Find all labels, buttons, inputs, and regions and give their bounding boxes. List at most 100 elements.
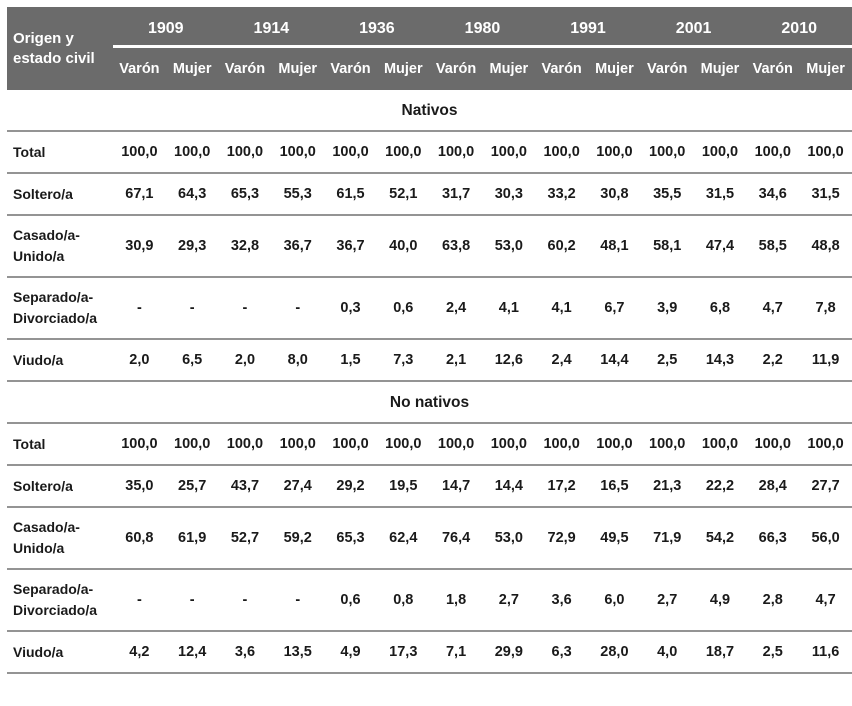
value-cell: 4,2 [129, 644, 150, 660]
value-cell: 100,0 [174, 144, 211, 160]
gender-header-1936: Mujer [376, 46, 430, 90]
value-cell: 59,2 [283, 530, 312, 546]
value-cell: 100,0 [437, 436, 475, 452]
value-cell: 4,9 [340, 644, 361, 660]
table-row: Viudo/a 4,2 12,4 3,6 13,5 4,9 17,3 7,1 29,9 6,3 28… [7, 631, 852, 673]
value-cell: 2,7 [498, 592, 519, 608]
value-cell: 3,9 [657, 300, 678, 316]
value-cell: 0,3 [340, 300, 361, 316]
value-cell: 27,4 [283, 478, 312, 494]
value-cell: 52,7 [230, 530, 260, 546]
table-body: Nativos Total 100,0 100,0 100,0 100,0 100,0 100… [7, 90, 852, 673]
value-cell: 100,0 [279, 436, 316, 452]
page: Origen y estado civil 1909 1914 1936 1980 199… [7, 7, 852, 674]
civil-status-table: Origen y estado civil 1909 1914 1936 1980 199… [7, 7, 852, 674]
value-cell: 28,0 [600, 644, 629, 660]
value-cell: 2,0 [234, 352, 256, 368]
table-row: Soltero/a 35,0 25,7 43,7 27,4 29,2 19,5 14,7 14,… [7, 465, 852, 507]
row-label: Separado/a-Divorciado/a [13, 581, 98, 618]
value-cell: 48,1 [600, 238, 629, 254]
value-cell: 4,0 [657, 644, 678, 660]
value-cell: 6,0 [604, 592, 625, 608]
table-row: Separado/a-Divorciado/a - - - - 0,3 0,6 2,4 4,1 4… [7, 277, 852, 339]
value-cell: 100,0 [490, 144, 527, 160]
value-cell: 100,0 [754, 144, 791, 160]
value-cell: 12,4 [178, 644, 207, 660]
value-cell: - [242, 300, 248, 316]
value-cell: 64,3 [178, 186, 207, 202]
table-row: Casado/a-Unido/a 30,9 29,3 32,8 36,7 36,7 40,0… [7, 215, 852, 277]
section-header-row: No nativos [7, 381, 852, 424]
table-row: Total 100,0 100,0 100,0 100,0 100,0 100,0 100,0… [7, 131, 852, 173]
gender-header-1991: Mujer [588, 46, 641, 90]
value-cell: 13,5 [283, 644, 312, 660]
value-cell: 2,4 [445, 300, 467, 316]
row-label: Soltero/a [13, 477, 73, 494]
row-label: Total [13, 143, 46, 160]
origin-header: Origen y estado civil [7, 7, 113, 90]
value-cell: 6,8 [709, 300, 731, 316]
value-cell: 100,0 [121, 144, 158, 160]
value-cell: 100,0 [807, 144, 844, 160]
value-cell: 3,6 [551, 592, 572, 608]
value-cell: 40,0 [389, 238, 418, 254]
row-label: Casado/a-Unido/a [13, 519, 80, 556]
value-cell: 100,0 [596, 144, 633, 160]
value-cell: 18,7 [705, 644, 735, 660]
value-cell: 53,0 [494, 530, 523, 546]
value-cell: 34,6 [758, 186, 787, 202]
value-cell: 30,9 [125, 238, 154, 254]
value-cell: 2,1 [445, 352, 467, 368]
value-cell: 7,1 [445, 644, 467, 660]
value-cell: 4,1 [551, 300, 572, 316]
value-cell: 100,0 [226, 144, 264, 160]
value-cell: - [136, 592, 142, 608]
year-header-1991: 1991 [535, 7, 641, 48]
table-row: Separado/a-Divorciado/a - - - - 0,6 0,8 1,8 2,7 3… [7, 569, 852, 631]
value-cell: 2,2 [762, 352, 783, 368]
value-cell: - [295, 592, 301, 608]
gender-header-2001: Varón [640, 46, 694, 90]
value-cell: 62,4 [389, 530, 418, 546]
value-cell: 58,5 [758, 238, 787, 254]
value-cell: 28,4 [758, 478, 787, 494]
value-cell: 100,0 [596, 436, 633, 452]
row-label: Viudo/a [13, 643, 64, 660]
value-cell: 33,2 [547, 186, 576, 202]
value-cell: 17,2 [547, 478, 576, 494]
value-cell: 100,0 [754, 436, 791, 452]
value-cell: 100,0 [701, 436, 739, 452]
value-cell: 25,7 [178, 478, 207, 494]
value-cell: 71,9 [653, 530, 682, 546]
value-cell: 19,5 [389, 478, 418, 494]
value-cell: 63,8 [441, 238, 471, 254]
value-cell: 2,4 [551, 352, 572, 368]
gender-header-1991: Varón [535, 46, 589, 90]
value-cell: 14,4 [494, 478, 523, 494]
gender-header-2010: Varón [746, 46, 800, 90]
row-label: Soltero/a [13, 185, 73, 202]
value-cell: 60,2 [547, 238, 576, 254]
gender-header-1909: Varón [113, 46, 166, 90]
value-cell: 7,3 [393, 352, 414, 368]
value-cell: 100,0 [121, 436, 158, 452]
value-cell: 0,6 [340, 592, 361, 608]
gender-header-1914: Mujer [271, 46, 325, 90]
value-cell: 29,2 [336, 478, 365, 494]
value-cell: 22,2 [705, 478, 735, 494]
value-cell: 100,0 [807, 436, 844, 452]
value-cell: 100,0 [543, 144, 580, 160]
row-label: Total [13, 435, 46, 452]
value-cell: 11,9 [811, 352, 840, 368]
gender-header-1936: Varón [324, 46, 377, 90]
value-cell: 29,3 [178, 238, 207, 254]
row-label: Viudo/a [13, 351, 64, 368]
value-cell: 100,0 [385, 144, 422, 160]
value-cell: 2,0 [129, 352, 150, 368]
value-cell: 100,0 [385, 436, 422, 452]
value-cell: 55,3 [283, 186, 312, 202]
value-cell: - [189, 592, 195, 608]
value-cell: 48,8 [811, 238, 840, 254]
value-cell: 53,0 [494, 238, 523, 254]
value-cell: 49,5 [600, 530, 629, 546]
